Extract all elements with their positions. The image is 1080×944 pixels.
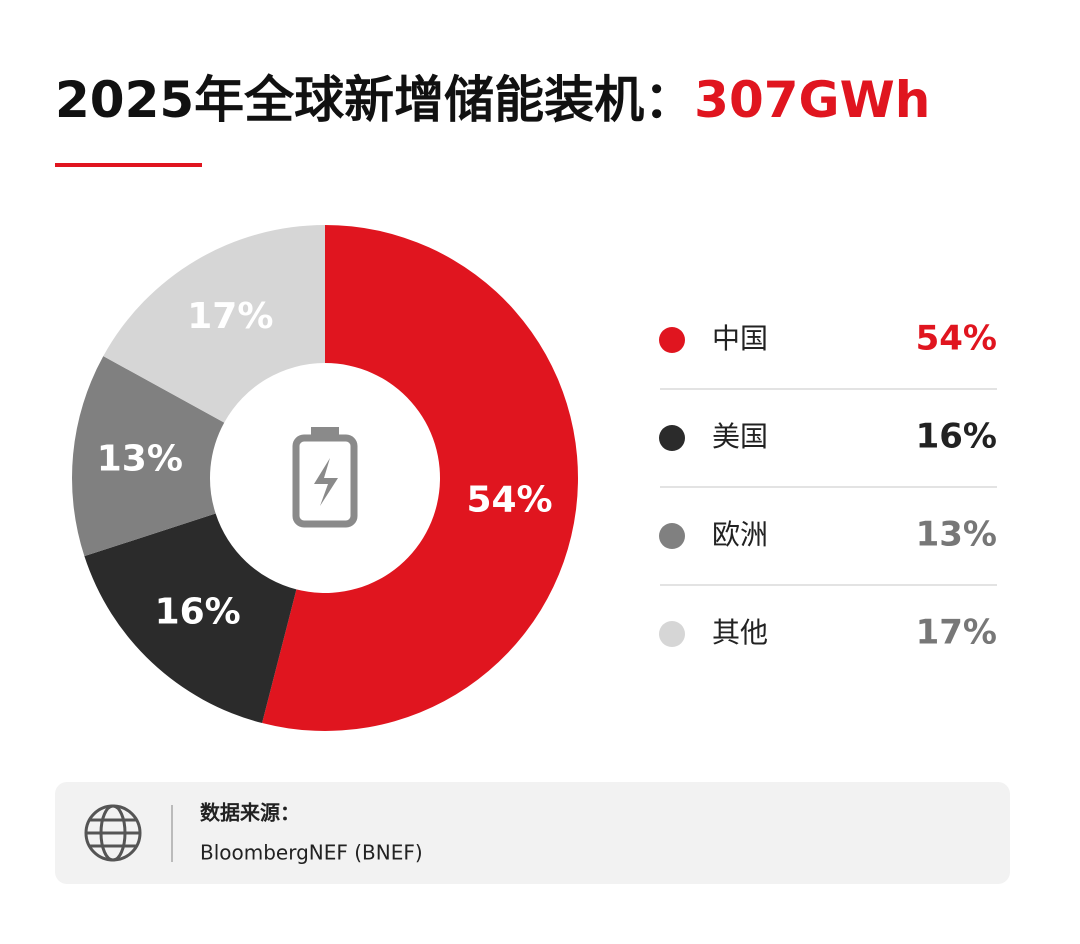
battery-bolt bbox=[314, 458, 338, 506]
title-underline bbox=[55, 163, 202, 167]
legend-label: 中国 bbox=[712, 322, 768, 355]
source-box bbox=[55, 782, 1010, 884]
legend-dot bbox=[659, 327, 685, 353]
donut-slice bbox=[103, 225, 326, 423]
donut-slice bbox=[72, 356, 225, 557]
title-highlight: 307GWh bbox=[694, 71, 930, 129]
globe-icon bbox=[84, 804, 142, 862]
donut-slice bbox=[84, 513, 297, 724]
donut: 54% 16% 13% 17% bbox=[72, 225, 578, 731]
slice-label: 16% bbox=[155, 592, 241, 633]
legend-value: 16% bbox=[916, 417, 997, 457]
battery-cap bbox=[311, 427, 339, 437]
battery-icon bbox=[292, 427, 358, 528]
slice-label: 54% bbox=[466, 479, 552, 520]
legend-dot bbox=[659, 621, 685, 647]
legend-label: 美国 bbox=[712, 420, 768, 453]
slice-label: 17% bbox=[187, 296, 273, 337]
source-label: 数据来源： bbox=[200, 801, 300, 825]
legend-value: 13% bbox=[916, 515, 997, 555]
legend: 中国 54% 美国 16% 欧洲 13% 其他 17% bbox=[659, 319, 997, 653]
title-main: 2025年全球新增储能装机： bbox=[55, 71, 694, 129]
legend-label: 欧洲 bbox=[712, 518, 768, 551]
chart-title: 2025年全球新增储能装机：307GWh bbox=[55, 71, 930, 129]
legend-value: 17% bbox=[916, 613, 997, 653]
battery-body bbox=[292, 434, 358, 528]
legend-dot bbox=[659, 523, 685, 549]
legend-label: 其他 bbox=[712, 616, 768, 649]
donut-slice bbox=[262, 225, 578, 731]
slice-label: 13% bbox=[97, 438, 183, 479]
legend-dot bbox=[659, 425, 685, 451]
legend-value: 54% bbox=[916, 319, 997, 359]
source-text: BloombergNEF (BNEF) bbox=[200, 841, 423, 865]
